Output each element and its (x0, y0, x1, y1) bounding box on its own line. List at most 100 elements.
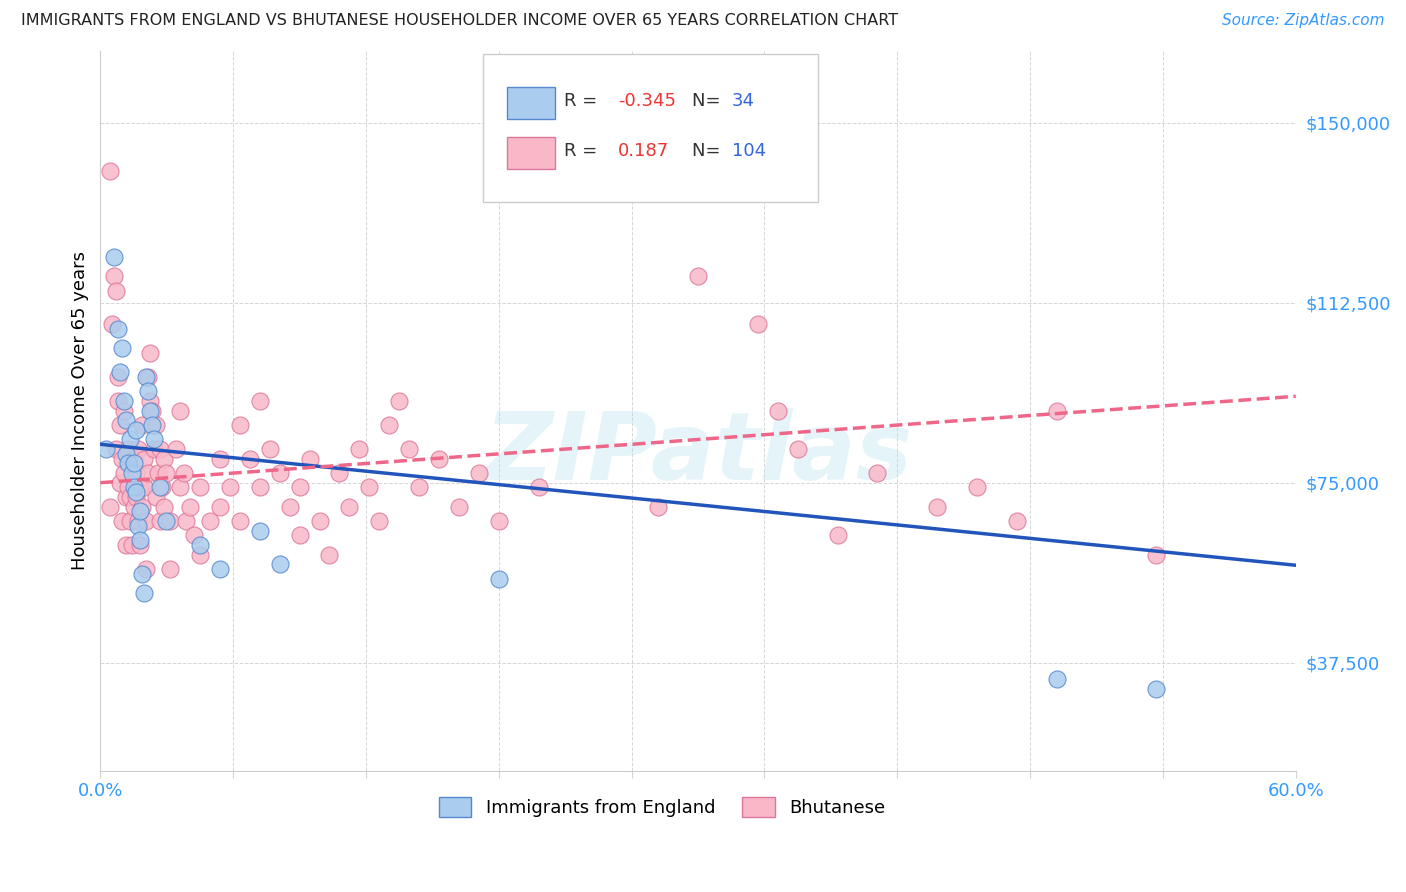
Point (141, 418, 163, 433)
Point (107, 370, 129, 384)
Text: R =: R = (564, 143, 598, 161)
Point (198, 514, 221, 528)
Point (120, 490, 142, 504)
Point (107, 322, 129, 336)
Point (966, 481, 988, 495)
Point (129, 538, 152, 552)
Point (120, 433, 142, 447)
Point (218, 481, 240, 495)
Point (136, 384, 159, 399)
Point (149, 514, 172, 528)
Point (115, 490, 138, 504)
Point (139, 403, 162, 417)
Point (378, 418, 401, 433)
Point (249, 481, 271, 495)
Point (308, 514, 330, 528)
Point (169, 481, 191, 495)
Point (135, 370, 157, 384)
Point (127, 514, 149, 528)
Legend: Immigrants from England, Bhutanese: Immigrants from England, Bhutanese (430, 788, 894, 827)
Point (1144, 548, 1167, 562)
Point (143, 442, 166, 456)
Point (169, 403, 191, 417)
Point (115, 447, 138, 461)
Point (269, 558, 291, 572)
Point (131, 500, 153, 514)
Text: 34: 34 (731, 92, 755, 110)
Point (145, 490, 167, 504)
Point (127, 442, 149, 456)
FancyBboxPatch shape (482, 54, 818, 202)
Point (115, 413, 138, 427)
Point (159, 514, 181, 528)
Point (165, 442, 187, 456)
Point (686, 269, 709, 284)
Point (125, 490, 148, 504)
Point (125, 423, 148, 437)
Point (208, 451, 231, 466)
Text: ZIPatlas: ZIPatlas (484, 408, 912, 500)
Point (112, 403, 135, 417)
Point (388, 394, 411, 409)
Point (488, 572, 510, 586)
Point (141, 403, 163, 417)
Point (747, 318, 769, 332)
Text: 104: 104 (731, 143, 766, 161)
Point (121, 538, 143, 552)
Point (488, 514, 510, 528)
Point (208, 562, 231, 576)
Point (229, 418, 252, 433)
Point (647, 500, 669, 514)
Point (527, 481, 550, 495)
Point (107, 394, 129, 409)
Point (125, 466, 148, 480)
Point (288, 528, 311, 542)
Point (318, 548, 340, 562)
Point (179, 500, 201, 514)
Point (105, 442, 128, 456)
Point (269, 466, 291, 480)
Point (1046, 403, 1069, 417)
Point (134, 586, 156, 600)
Text: Source: ZipAtlas.com: Source: ZipAtlas.com (1222, 13, 1385, 29)
Point (117, 442, 139, 456)
Point (188, 538, 211, 552)
Point (1046, 673, 1069, 687)
Point (110, 365, 132, 379)
Point (111, 451, 134, 466)
Point (447, 500, 470, 514)
FancyBboxPatch shape (506, 87, 554, 119)
Point (122, 500, 145, 514)
Point (122, 457, 145, 471)
Point (188, 481, 211, 495)
Point (134, 481, 156, 495)
Point (136, 370, 159, 384)
Point (122, 451, 145, 466)
Text: 0.187: 0.187 (619, 143, 669, 161)
Point (766, 403, 789, 417)
Point (127, 519, 149, 533)
Point (368, 514, 391, 528)
Point (117, 481, 139, 495)
Point (134, 451, 156, 466)
Point (112, 466, 135, 480)
Point (115, 538, 138, 552)
Point (121, 466, 143, 480)
Point (159, 562, 181, 576)
Point (408, 481, 430, 495)
Point (866, 466, 889, 480)
Point (927, 500, 949, 514)
Text: N=: N= (692, 143, 727, 161)
Point (288, 481, 311, 495)
Point (103, 269, 125, 284)
Y-axis label: Householder Income Over 65 years: Householder Income Over 65 years (72, 252, 89, 570)
Point (111, 514, 134, 528)
Point (827, 528, 849, 542)
Point (359, 481, 381, 495)
Point (208, 500, 231, 514)
Point (173, 466, 195, 480)
Point (105, 284, 128, 298)
Point (136, 466, 159, 480)
Point (135, 514, 157, 528)
Point (112, 394, 135, 409)
